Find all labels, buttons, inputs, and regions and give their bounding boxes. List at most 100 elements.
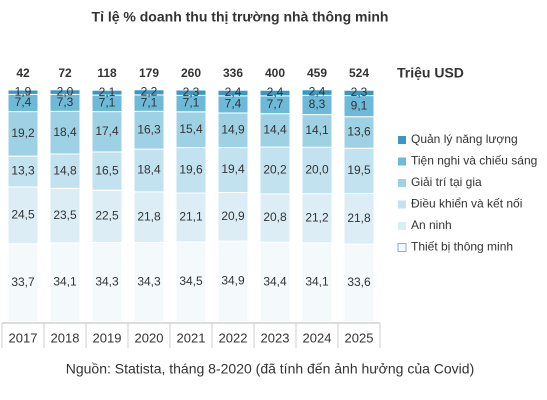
- bar-segment: [343, 147, 375, 194]
- value-label: 34,3: [137, 274, 161, 288]
- value-label: 33,7: [11, 275, 35, 289]
- value-label: 2,0: [57, 84, 74, 98]
- value-label: 14,8: [53, 163, 77, 177]
- value-label: 2,4: [267, 85, 284, 99]
- value-label: 34,4: [263, 274, 287, 288]
- bar-segment: [7, 111, 39, 157]
- total-label: 42: [16, 66, 30, 80]
- value-label: 7,1: [141, 95, 158, 109]
- value-label: 34,3: [95, 274, 119, 288]
- value-label: 22,5: [95, 208, 119, 222]
- bar-segment: [175, 147, 207, 194]
- bar-segment: [7, 243, 39, 323]
- legend-label: Quản lý năng lượng: [411, 132, 518, 146]
- bar-segment: [259, 89, 291, 97]
- legend-swatch: [397, 243, 407, 252]
- value-label: 7,7: [267, 97, 284, 111]
- value-label: 2,3: [351, 85, 368, 99]
- value-label: 7,1: [99, 96, 116, 110]
- value-label: 2,4: [309, 85, 326, 99]
- value-label: 34,1: [53, 275, 77, 289]
- bar-segment: [7, 89, 39, 95]
- value-label: 21,8: [137, 209, 161, 223]
- chart-title: Tỉ lệ % doanh thu thị trường nhà thông m…: [92, 9, 389, 25]
- value-label: 20,0: [305, 163, 329, 177]
- x-tick-label: 2019: [93, 330, 122, 345]
- x-tick-label: 2024: [303, 330, 332, 345]
- bar-segment: [49, 110, 81, 155]
- bar-segment: [91, 89, 123, 96]
- value-label: 2,3: [183, 85, 200, 99]
- bar-segment: [217, 192, 249, 242]
- bar-segment: [301, 146, 333, 195]
- totals-label: Triệu USD: [397, 65, 464, 81]
- value-label: 2,2: [141, 84, 158, 98]
- bar-segment: [133, 148, 165, 193]
- bar-segment: [301, 242, 333, 323]
- value-label: 20,8: [263, 210, 287, 224]
- bar-segment: [301, 89, 333, 96]
- value-label: 20,9: [221, 209, 245, 223]
- total-label: 179: [139, 66, 159, 80]
- value-label: 21,2: [305, 210, 329, 224]
- value-label: 1,9: [15, 84, 32, 98]
- bar-segment: [91, 189, 123, 243]
- x-tick-label: 2025: [345, 330, 374, 345]
- value-label: 13,6: [347, 125, 371, 139]
- legend-label: Thiết bị thông minh: [411, 240, 513, 254]
- total-label: 260: [181, 66, 201, 80]
- bar-segment: [91, 241, 123, 323]
- value-label: 21,8: [347, 211, 371, 225]
- total-label: 524: [349, 66, 369, 80]
- legend-swatch: [398, 222, 406, 230]
- value-label: 7,1: [183, 96, 200, 110]
- value-label: 7,3: [57, 95, 74, 109]
- value-label: 19,4: [221, 162, 245, 176]
- value-label: 15,4: [179, 122, 203, 136]
- bar-segment: [49, 153, 81, 189]
- legend-swatch: [398, 136, 406, 144]
- value-label: 14,1: [305, 123, 329, 137]
- value-label: 2,4: [225, 85, 242, 99]
- value-label: 2,1: [99, 85, 116, 99]
- total-label: 336: [223, 66, 243, 80]
- source: Nguồn: Statista, tháng 8-2020 (đã tính đ…: [66, 361, 475, 377]
- total-label: 118: [97, 66, 117, 80]
- value-label: 16,3: [137, 122, 161, 136]
- value-label: 18,4: [53, 125, 77, 139]
- x-tick-label: 2023: [261, 330, 290, 345]
- bar-segment: [301, 114, 333, 148]
- bar-segment: [91, 151, 123, 191]
- value-label: 23,5: [53, 208, 77, 222]
- bar-segment: [7, 155, 39, 188]
- legend-label: Tiện nghi và chiếu sáng: [411, 154, 537, 168]
- value-label: 14,4: [263, 123, 287, 137]
- bar-segment: [301, 193, 333, 244]
- bar-segment: [175, 89, 207, 96]
- legend-label: An ninh: [411, 218, 452, 232]
- value-label: 16,5: [95, 163, 119, 177]
- bar-segment: [343, 243, 375, 323]
- bar-segment: [343, 192, 375, 245]
- x-tick-label: 2022: [219, 330, 248, 345]
- legend-label: Điều khiển và kết nối: [411, 197, 522, 211]
- bar-segment: [133, 241, 165, 323]
- value-label: 9,1: [351, 98, 368, 112]
- value-label: 7,4: [15, 95, 32, 109]
- total-label: 400: [265, 66, 285, 80]
- value-label: 19,6: [179, 162, 203, 176]
- bar-segment: [259, 146, 291, 195]
- value-label: 19,5: [347, 163, 371, 177]
- bar-segment: [259, 113, 291, 148]
- x-tick-label: 2020: [135, 330, 164, 345]
- legend-swatch: [398, 157, 406, 166]
- bar-segment: [49, 89, 81, 95]
- legend-label: Giải trí tại gia: [411, 175, 482, 189]
- x-tick-label: 2021: [177, 330, 206, 345]
- value-label: 18,4: [137, 163, 161, 177]
- x-tick-label: 2018: [51, 330, 80, 345]
- x-tick-label: 2017: [9, 330, 38, 345]
- value-label: 14,9: [221, 122, 245, 136]
- value-label: 13,3: [11, 164, 35, 178]
